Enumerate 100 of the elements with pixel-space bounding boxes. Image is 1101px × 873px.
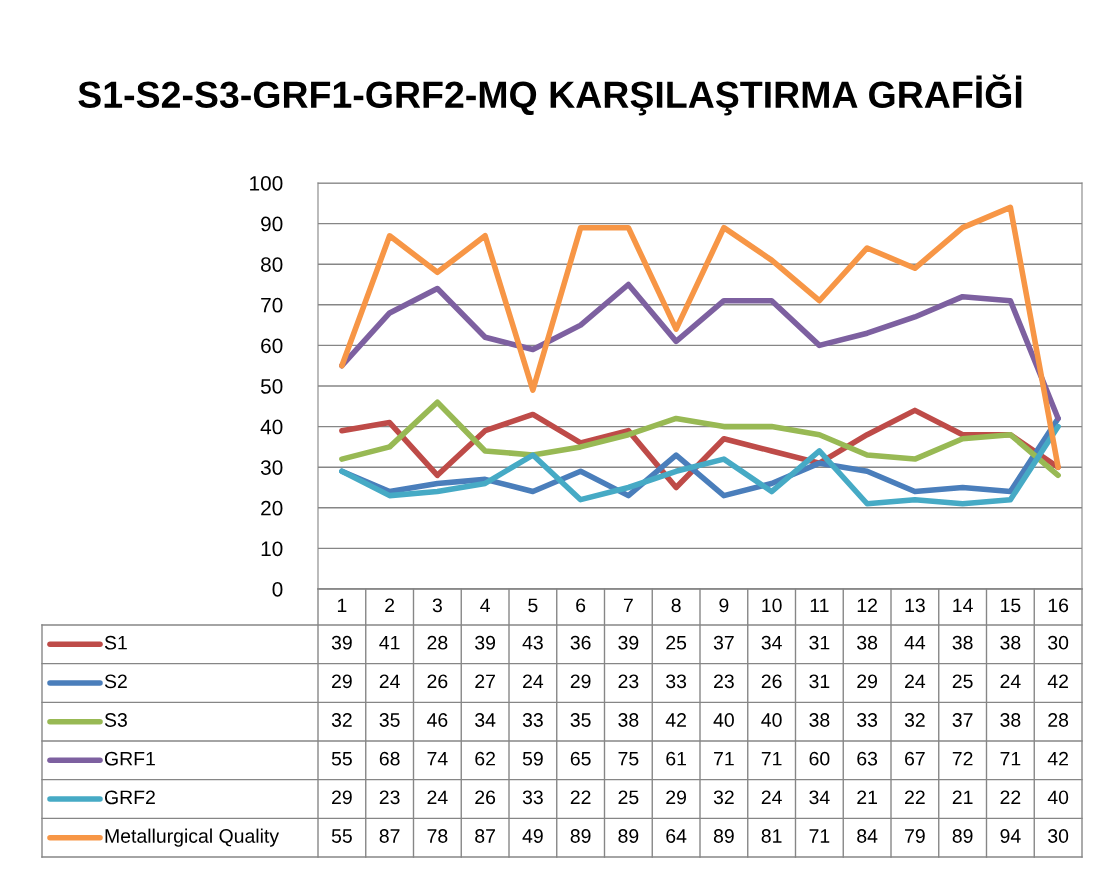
data-label: 55 [331,751,352,766]
data-label: 71 [761,751,782,766]
data-label: 40 [713,713,734,727]
x-tick-label: 6 [576,598,586,613]
y-tick-label: 70 [261,297,283,313]
data-label: 89 [618,829,639,843]
data-label: 74 [427,751,448,766]
y-tick-label: 40 [260,419,283,435]
data-label: 24 [905,674,926,689]
data-label: 42 [1047,674,1068,689]
data-label: 64 [666,829,687,843]
data-label: 33 [666,674,687,689]
data-label: 25 [952,674,973,689]
data-label: 32 [713,790,734,805]
data-label: 32 [904,713,925,727]
y-tick-label: 100 [250,176,283,191]
data-label: 44 [904,635,926,650]
data-label: 21 [952,790,973,805]
data-label: 63 [857,751,878,766]
x-tick-label: 16 [1048,598,1069,613]
data-label: 25 [618,790,639,805]
data-label: 29 [857,674,878,689]
data-label: 31 [809,635,830,650]
x-tick-label: 11 [810,598,829,613]
data-label: 37 [713,635,734,650]
data-label: 71 [714,751,734,766]
chart-title: S1-S2-S3-GRF1-GRF2-MQ KARŞILAŞTIRMA GRAFİĞİ [78,74,1022,116]
data-label: 40 [1047,790,1069,805]
data-label: 38 [1000,713,1021,727]
data-label: 28 [1048,713,1069,727]
data-label: 38 [952,635,973,650]
data-label: 59 [522,751,543,766]
legend-label: S2 [104,674,127,689]
data-label: 35 [570,713,591,727]
legend-label: S1 [104,635,127,650]
data-label: 62 [475,751,495,766]
data-label: 37 [952,713,973,727]
data-label: 71 [1000,751,1021,766]
data-label: 23 [618,674,639,689]
data-label: 81 [761,829,782,843]
data-label: 60 [809,751,830,766]
x-tick-label: 4 [480,598,490,613]
y-tick-label: 0 [272,582,283,597]
data-label: 89 [570,829,591,843]
data-label: 26 [761,674,782,689]
data-label: 32 [331,713,352,727]
data-label: 33 [522,790,543,805]
data-label: 34 [809,790,830,805]
x-tick-label: 5 [528,598,538,613]
data-label: 89 [952,829,973,843]
x-tick-label: 13 [905,598,925,613]
data-label: 23 [379,790,400,805]
legend-label: GRF1 [104,751,155,766]
data-label: 39 [331,635,352,650]
y-tick-label: 80 [261,257,283,272]
data-label: 23 [714,674,734,689]
x-tick-label: 1 [337,598,347,613]
data-label: 34 [475,713,496,727]
data-label: 24 [523,674,544,689]
data-label: 34 [761,635,782,650]
data-label: 38 [809,713,830,727]
data-label: 29 [570,674,591,689]
data-label: 33 [522,713,543,727]
data-label: 84 [857,829,878,843]
data-label: 25 [666,635,687,650]
data-label: 28 [427,635,448,650]
data-label: 29 [332,790,352,805]
data-label: 29 [666,790,687,805]
y-tick-label: 30 [260,460,283,475]
y-tick-label: 10 [261,541,283,557]
data-label: 22 [905,790,925,805]
data-label: 27 [475,674,495,689]
data-label: 87 [379,829,400,843]
y-tick-label: 90 [261,216,283,232]
data-label: 41 [379,635,400,650]
legend-label: Metallurgical Quality [105,828,280,847]
data-label: 30 [1048,635,1069,650]
y-tick-label: 50 [260,379,283,394]
x-tick-label: 8 [671,598,681,613]
data-label: 39 [475,635,496,650]
data-label: 24 [379,674,400,689]
data-label: 67 [905,751,925,766]
data-label: 39 [618,635,639,650]
data-label: 71 [809,829,830,843]
data-label: 31 [809,674,830,689]
data-label: 29 [332,674,352,689]
y-tick-label: 60 [261,338,283,354]
data-label: 36 [570,635,591,650]
data-label: 22 [1000,790,1021,805]
x-tick-label: 14 [953,598,973,613]
data-label: 35 [379,713,400,727]
x-tick-label: 3 [432,598,442,613]
legend-label: S3 [104,713,127,727]
data-label: 26 [427,674,448,689]
legend-label: GRF2 [104,790,155,805]
data-label: 46 [427,713,448,727]
x-tick-label: 2 [385,598,395,613]
data-label: 68 [379,751,400,766]
data-label: 21 [857,790,877,805]
data-label: 65 [570,751,591,766]
